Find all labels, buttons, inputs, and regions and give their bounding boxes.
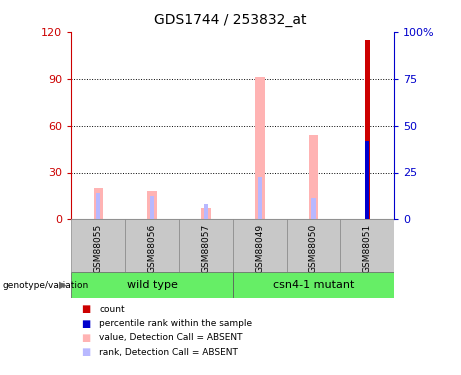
Text: ■: ■ [81, 304, 90, 314]
Text: ■: ■ [81, 319, 90, 328]
Text: ■: ■ [81, 333, 90, 343]
Bar [233, 272, 394, 298]
Text: percentile rank within the sample: percentile rank within the sample [99, 319, 252, 328]
Bar [71, 219, 125, 272]
Text: ▶: ▶ [59, 280, 66, 290]
Text: genotype/variation: genotype/variation [2, 280, 89, 290]
Text: GSM88049: GSM88049 [255, 224, 264, 273]
Text: GSM88056: GSM88056 [148, 224, 157, 273]
Bar [150, 196, 154, 219]
Text: GSM88050: GSM88050 [309, 224, 318, 273]
Text: GSM88055: GSM88055 [94, 224, 103, 273]
Bar [96, 193, 100, 219]
Text: GDS1744 / 253832_at: GDS1744 / 253832_at [154, 13, 307, 27]
Bar [365, 40, 370, 219]
Text: count: count [99, 305, 125, 314]
Text: rank, Detection Call = ABSENT: rank, Detection Call = ABSENT [99, 348, 238, 357]
Bar [201, 209, 211, 219]
Bar [125, 219, 179, 272]
Bar [148, 191, 157, 219]
Bar [287, 219, 340, 272]
Bar [258, 177, 262, 219]
Text: wild type: wild type [127, 280, 177, 290]
Text: csn4-1 mutant: csn4-1 mutant [273, 280, 354, 290]
Text: GSM88051: GSM88051 [363, 224, 372, 273]
Bar [71, 272, 233, 298]
Bar [233, 219, 287, 272]
Bar [179, 219, 233, 272]
Bar [311, 198, 316, 219]
Bar [309, 135, 318, 219]
Bar [255, 77, 265, 219]
Bar [204, 204, 208, 219]
Bar [365, 141, 369, 219]
Bar [340, 219, 394, 272]
Text: ■: ■ [81, 347, 90, 357]
Text: GSM88057: GSM88057 [201, 224, 210, 273]
Bar [94, 188, 103, 219]
Text: value, Detection Call = ABSENT: value, Detection Call = ABSENT [99, 333, 242, 342]
